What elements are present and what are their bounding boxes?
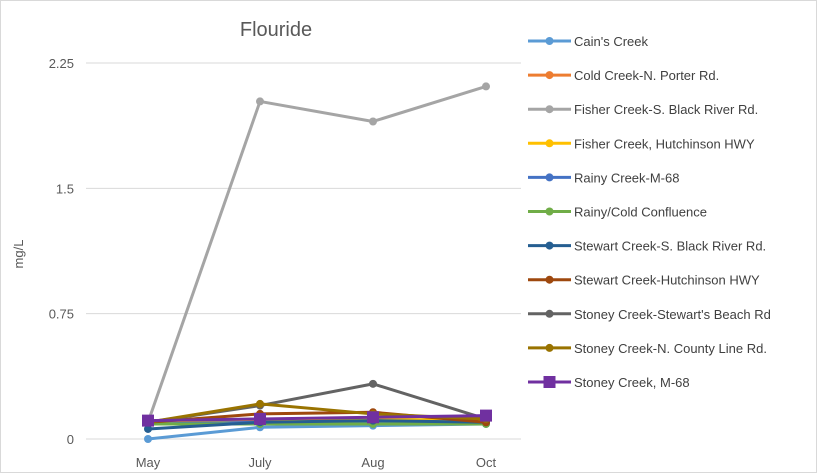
gridlines xyxy=(86,62,521,315)
y-axis-label: mg/L xyxy=(11,240,26,269)
x-tick-label: Aug xyxy=(361,455,384,470)
legend-label: Stoney Creek, M-68 xyxy=(574,375,690,390)
legend-item: Stoney Creek-N. County Line Rd. xyxy=(528,341,767,356)
x-tick-label: July xyxy=(248,455,272,470)
series xyxy=(142,409,492,427)
legend-item: Fisher Creek, Hutchinson HWY xyxy=(528,136,755,151)
chart-title: Flouride xyxy=(240,19,312,41)
data-point xyxy=(256,97,264,106)
y-tick-label: 2.25 xyxy=(49,56,74,71)
legend-item: Rainy/Cold Confluence xyxy=(528,205,707,220)
data-point xyxy=(482,82,490,91)
legend-label: Rainy/Cold Confluence xyxy=(574,205,707,220)
x-tick-label: May xyxy=(136,455,161,470)
data-point xyxy=(369,379,377,388)
legend-label: Cain's Creek xyxy=(574,34,649,49)
legend-item: Stoney Creek-Stewart's Beach Rd xyxy=(528,307,771,322)
legend-label: Cold Creek-N. Porter Rd. xyxy=(574,68,719,83)
legend-marker xyxy=(545,309,554,318)
legend-marker xyxy=(545,139,554,148)
series-line xyxy=(147,414,487,423)
data-point xyxy=(369,117,377,126)
legend-item: Cold Creek-N. Porter Rd. xyxy=(528,68,719,83)
legend-label: Stoney Creek-N. County Line Rd. xyxy=(574,341,767,356)
legend-marker xyxy=(545,37,554,45)
legend-marker xyxy=(543,376,556,388)
legend-label: Stewart Creek-Hutchinson HWY xyxy=(574,273,760,288)
legend-marker xyxy=(545,71,554,80)
legend-marker xyxy=(545,173,554,182)
y-tick-label: 0 xyxy=(67,432,74,447)
legend-label: Fisher Creek, Hutchinson HWY xyxy=(574,136,755,151)
legend-item: Cain's Creek xyxy=(528,34,649,49)
legend-label: Rainy Creek-M-68 xyxy=(574,170,679,185)
legend-item: Stewart Creek-Hutchinson HWY xyxy=(528,273,760,288)
data-point xyxy=(367,411,379,424)
legend-label: Fisher Creek-S. Black River Rd. xyxy=(574,102,758,117)
series-line xyxy=(146,84,487,423)
legend-marker xyxy=(545,207,554,216)
legend-marker xyxy=(545,343,554,352)
data-point xyxy=(142,414,154,427)
y-tick-label: 1.5 xyxy=(56,181,74,196)
data-point xyxy=(144,424,152,433)
legend-marker xyxy=(545,275,554,284)
data-point xyxy=(480,409,492,422)
legend-item: Fisher Creek-S. Black River Rd. xyxy=(528,102,758,117)
legend-item: Stoney Creek, M-68 xyxy=(528,375,690,390)
legend-label: Stoney Creek-Stewart's Beach Rd xyxy=(574,307,771,322)
data-point xyxy=(144,435,152,443)
legend-marker xyxy=(545,241,554,250)
y-tick-label: 0.75 xyxy=(49,307,74,322)
series xyxy=(144,82,490,427)
x-tick-label: Oct xyxy=(476,455,497,470)
legend-label: Stewart Creek-S. Black River Rd. xyxy=(574,239,766,254)
legend-item: Rainy Creek-M-68 xyxy=(528,170,679,185)
series-lines xyxy=(142,82,492,443)
data-point xyxy=(254,412,266,425)
legend-item: Stewart Creek-S. Black River Rd. xyxy=(528,239,766,254)
legend-marker xyxy=(545,105,554,114)
data-point xyxy=(256,399,264,408)
legend: Cain's Creek Cold Creek-N. Porter Rd. Fish… xyxy=(528,34,771,390)
series-line xyxy=(147,419,487,431)
